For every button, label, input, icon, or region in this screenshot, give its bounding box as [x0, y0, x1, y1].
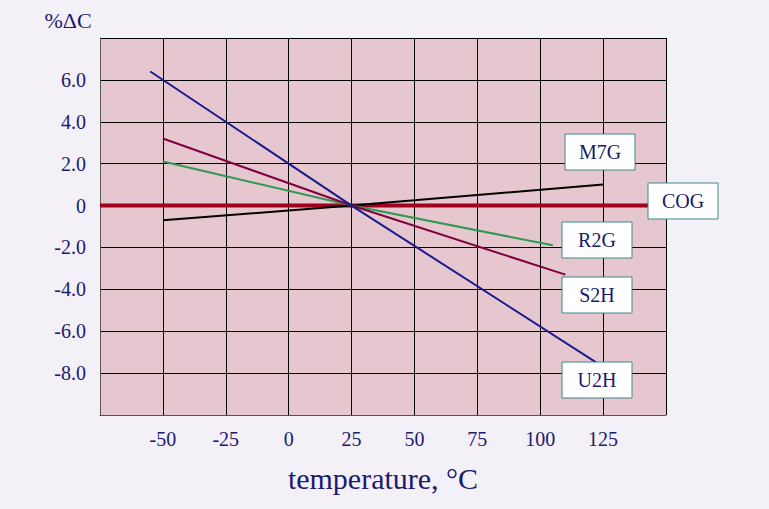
svg-text:-8.0: -8.0 — [54, 362, 86, 384]
svg-text:-25: -25 — [212, 428, 239, 450]
svg-text:2.0: 2.0 — [61, 153, 86, 175]
svg-text:125: 125 — [588, 428, 618, 450]
svg-text:-50: -50 — [150, 428, 177, 450]
svg-text:U2H: U2H — [578, 369, 617, 391]
svg-text:R2G: R2G — [578, 229, 616, 251]
svg-text:75: 75 — [467, 428, 487, 450]
svg-text:-6.0: -6.0 — [54, 320, 86, 342]
svg-text:COG: COG — [662, 190, 704, 212]
svg-text:S2H: S2H — [579, 284, 615, 306]
svg-text:50: 50 — [404, 428, 424, 450]
svg-text:-2.0: -2.0 — [54, 236, 86, 258]
svg-text:0: 0 — [284, 428, 294, 450]
svg-text:100: 100 — [525, 428, 555, 450]
svg-text:temperature, °C: temperature, °C — [288, 462, 478, 495]
svg-text:%ΔC: %ΔC — [44, 8, 91, 33]
svg-text:M7G: M7G — [579, 141, 621, 163]
svg-text:0: 0 — [76, 195, 86, 217]
svg-text:6.0: 6.0 — [61, 69, 86, 91]
svg-text:4.0: 4.0 — [61, 111, 86, 133]
svg-text:25: 25 — [342, 428, 362, 450]
svg-text:-4.0: -4.0 — [54, 278, 86, 300]
